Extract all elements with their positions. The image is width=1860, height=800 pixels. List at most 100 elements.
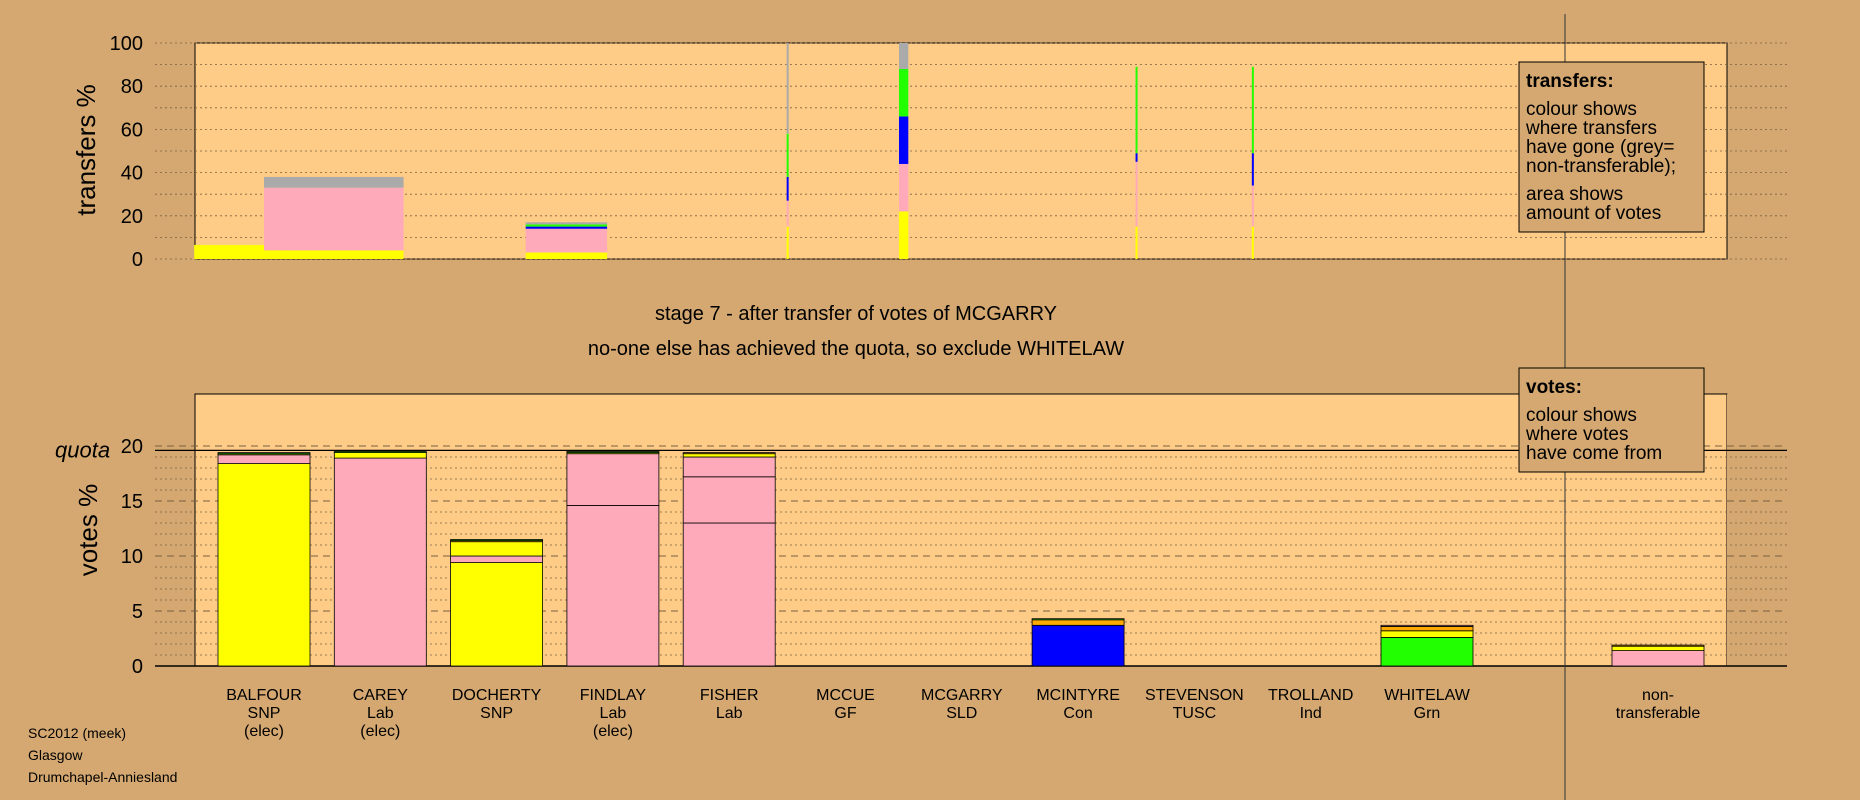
transfer-segment <box>525 252 608 259</box>
transfer-segment <box>1251 226 1254 259</box>
transfers-legend-line: where transfers <box>1525 118 1657 139</box>
vote-segment <box>333 451 427 454</box>
candidate-label: WHITELAW <box>1384 687 1471 704</box>
transfer-segment <box>525 228 608 253</box>
candidate-label: MCGARRY <box>921 687 1003 704</box>
candidate-label: SNP <box>248 705 281 722</box>
votes-legend-line: have come from <box>1526 443 1662 464</box>
transfer-segment <box>1135 161 1138 227</box>
transfer-segment <box>1251 153 1254 186</box>
quota-label: quota <box>55 437 110 462</box>
vote-segment <box>566 451 660 454</box>
nontransferable-label: non- <box>1642 687 1674 704</box>
candidate-label: Con <box>1063 705 1092 722</box>
transfer-segment <box>1251 185 1254 227</box>
transfers-legend-line: have gone (grey= <box>1526 137 1674 158</box>
transfer-segment <box>898 68 909 117</box>
footer-line: Glasgow <box>28 747 83 763</box>
transfer-segment <box>898 43 909 69</box>
vote-segment <box>1380 626 1474 632</box>
exclusion-caption: no-one else has achieved the quota, so e… <box>588 338 1124 360</box>
transfer-segment <box>525 226 608 229</box>
transfers-legend-line: colour shows <box>1526 99 1637 120</box>
votes-legend-line: where votes <box>1525 424 1628 445</box>
candidate-label: Lab <box>600 705 627 722</box>
vote-segment <box>682 476 776 524</box>
nontransferable-segment <box>1611 645 1705 652</box>
transfers-legend: transfers: colour shows where transfers … <box>1518 61 1705 233</box>
vote-segment <box>1031 619 1125 626</box>
footer-line: SC2012 (meek) <box>28 725 126 741</box>
vote-segment <box>1380 630 1474 638</box>
candidate-label: FINDLAY <box>580 687 647 704</box>
transfer-segment <box>1251 66 1254 154</box>
nontransferable-segment <box>1611 650 1705 667</box>
votes-tick-label: 0 <box>132 656 143 678</box>
vote-segment <box>450 562 544 667</box>
transfer-segment <box>786 43 789 134</box>
vote-segment <box>450 555 544 563</box>
vote-segment <box>333 457 427 667</box>
candidate-label: Lab <box>716 705 743 722</box>
transfers-tick-label: 80 <box>121 76 143 98</box>
footer-line: Drumchapel-Anniesland <box>28 769 177 785</box>
votes-legend-line: colour shows <box>1526 405 1637 426</box>
vote-segment <box>682 453 776 458</box>
nontransferable-segment <box>1611 644 1705 647</box>
transfer-segment <box>786 176 789 201</box>
transfer-segment <box>1135 66 1138 154</box>
votes-tick-label: 5 <box>132 601 143 623</box>
nontransferable-label: transferable <box>1616 705 1701 722</box>
transfers-axis-title: transfers % <box>71 84 101 216</box>
candidate-label: Lab <box>367 705 394 722</box>
transfers-tick-label: 0 <box>132 249 143 271</box>
candidate-label: SNP <box>480 705 513 722</box>
stage-caption: stage 7 - after transfer of votes of MCG… <box>655 303 1057 325</box>
candidate-label: GF <box>834 705 856 722</box>
vote-segment <box>682 452 776 455</box>
candidate-label: FISHER <box>700 687 759 704</box>
axis-ticks: 0 20 40 60 80 100 0 5 10 15 20 <box>110 33 143 678</box>
vote-segment <box>682 456 776 478</box>
transfers-legend-line: amount of votes <box>1526 203 1661 224</box>
transfer-segment <box>525 224 608 227</box>
transfer-segment <box>786 226 789 259</box>
transfer-segment <box>786 200 789 227</box>
vote-segment <box>217 454 311 464</box>
candidate-label: STEVENSON <box>1145 687 1244 704</box>
transfers-bars <box>194 43 1254 259</box>
vote-segment <box>450 541 544 557</box>
transfer-segment <box>898 211 909 259</box>
vote-segment <box>566 504 660 667</box>
candidate-label: (elec) <box>360 723 400 740</box>
votes-grid <box>155 445 1787 667</box>
candidate-label: BALFOUR <box>226 687 302 704</box>
transfer-segment <box>264 250 404 259</box>
candidate-label: DOCHERTY <box>452 687 542 704</box>
transfer-segment <box>525 222 608 225</box>
vote-segment <box>1031 624 1125 667</box>
vote-segment <box>1031 618 1125 621</box>
transfer-segment <box>264 187 404 251</box>
transfer-segment <box>898 116 909 164</box>
votes-legend: votes: colour shows where votes have com… <box>1518 367 1705 473</box>
votes-tick-label: 10 <box>121 546 143 568</box>
transfers-tick-label: 20 <box>121 206 143 228</box>
candidate-label: (elec) <box>244 723 284 740</box>
transfer-segment <box>898 163 909 212</box>
votes-right-shade <box>1727 394 1787 666</box>
candidate-labels: BALFOURSNP(elec)CAREYLab(elec)DOCHERTYSN… <box>226 687 1700 740</box>
transfer-segment <box>786 133 789 177</box>
vote-segment <box>566 453 660 506</box>
vote-segment <box>333 452 427 459</box>
transfers-tick-label: 100 <box>110 33 143 55</box>
votes-tick-label: 15 <box>121 491 143 513</box>
vote-segment <box>1380 637 1474 667</box>
vote-segment <box>450 539 544 542</box>
vote-segment <box>1380 624 1474 627</box>
candidate-label: MCINTYRE <box>1036 687 1120 704</box>
vote-segment <box>682 522 776 667</box>
transfers-tick-label: 60 <box>121 119 143 141</box>
votes-legend-title: votes: <box>1526 377 1582 398</box>
